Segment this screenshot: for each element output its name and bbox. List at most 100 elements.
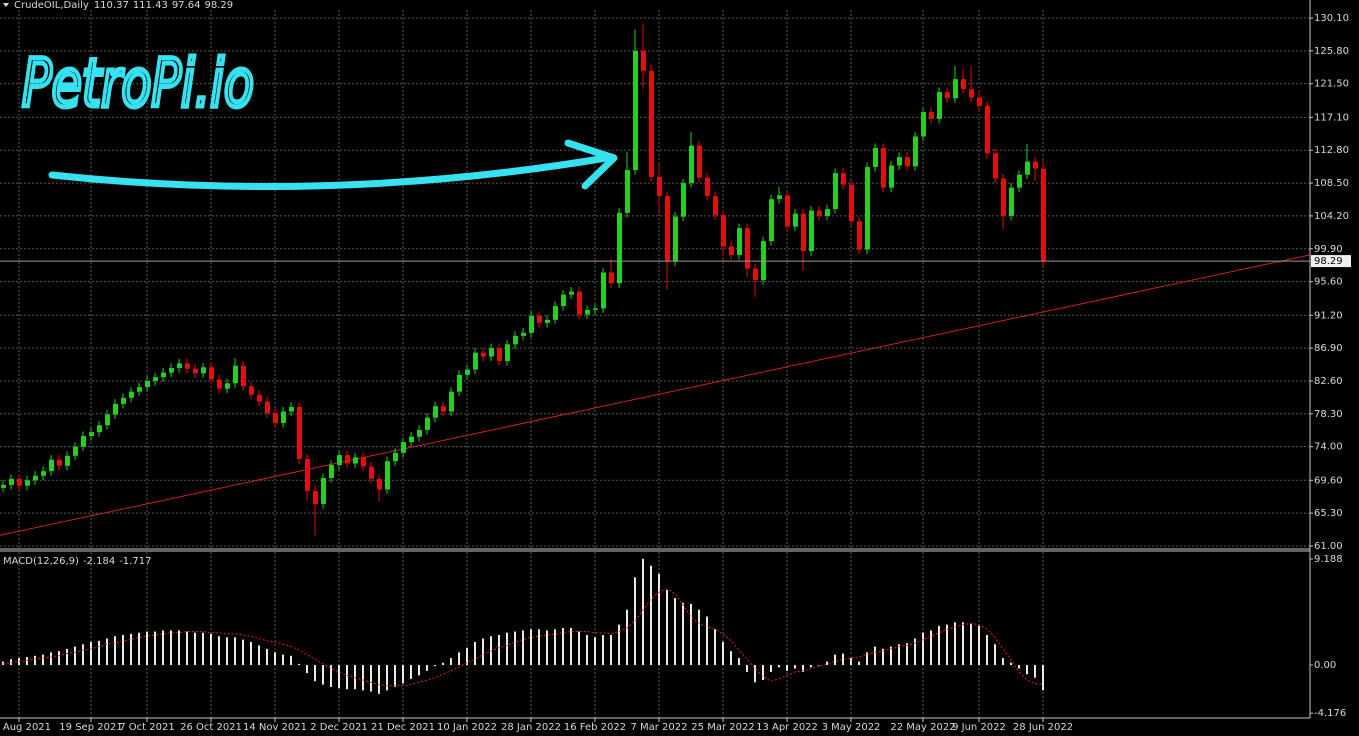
candle-body (377, 478, 382, 490)
candle-body (561, 294, 566, 307)
macd-bar (722, 641, 724, 666)
x-tick-label: 14 Nov 2021 (243, 722, 307, 733)
macd-bar (570, 628, 572, 666)
candle-body (833, 173, 838, 210)
macd-bar (738, 658, 740, 666)
candle-body (9, 478, 14, 485)
macd-bar (10, 659, 12, 666)
macd-bar (122, 635, 124, 666)
candle-body (529, 316, 534, 333)
macd-bar (378, 665, 380, 694)
macd-label: MACD(12,26,9) (3, 556, 79, 567)
candle-body (889, 165, 894, 188)
macd-bar (506, 632, 508, 666)
chart-header: CrudeOIL,Daily 110.37 111.43 97.64 98.29 (14, 0, 233, 11)
macd-bar (882, 648, 884, 666)
macd-bar (362, 665, 364, 691)
x-tick-label: 21 Dec 2021 (371, 722, 435, 733)
candle-body (697, 145, 702, 178)
macd-bar (346, 665, 348, 690)
macd-bar (266, 648, 268, 666)
macd-bar (906, 643, 908, 666)
macd-y-tick-label: 0.00 (1314, 660, 1336, 671)
candle-body (153, 377, 158, 381)
macd-bar (370, 665, 372, 692)
candle-body (569, 291, 574, 295)
macd-bar (274, 652, 276, 666)
macd-bar (1002, 658, 1004, 666)
candle-body (625, 170, 630, 213)
macd-bar (530, 629, 532, 666)
y-tick-label: 95.60 (1314, 277, 1343, 288)
y-tick-label: 86.90 (1314, 343, 1343, 354)
macd-bar (1042, 665, 1044, 691)
candle-body (273, 413, 278, 423)
macd-bar (26, 656, 28, 666)
y-tick-label: 121.50 (1314, 79, 1349, 90)
macd-bar (930, 630, 932, 666)
macd-bar (306, 665, 308, 674)
candle-body (689, 145, 694, 184)
candle-body (1041, 168, 1046, 262)
y-tick-label: 69.60 (1314, 475, 1343, 486)
candle-body (1033, 161, 1038, 169)
macd-bar (914, 638, 916, 666)
macd-bar (770, 665, 772, 672)
candle-body (609, 272, 614, 284)
candle-body (289, 406, 294, 412)
macd-bar (162, 630, 164, 666)
candle-body (1017, 174, 1022, 188)
candle-body (881, 147, 886, 188)
candle-body (73, 446, 78, 456)
candle-body (1009, 187, 1014, 216)
macd-bar (442, 662, 444, 666)
candle-body (937, 92, 942, 119)
macd-bar (946, 624, 948, 666)
x-tick-label: 25 Mar 2022 (691, 722, 754, 733)
macd-bar (634, 577, 636, 666)
header-high: 111.43 (133, 0, 168, 11)
candle-body (857, 221, 862, 250)
candle-body (105, 414, 110, 426)
macd-bar (90, 641, 92, 666)
candle-body (913, 136, 918, 167)
y-tick-label: 99.90 (1314, 244, 1343, 255)
macd-bar (594, 637, 596, 666)
macd-bar (802, 665, 804, 672)
candle-body (657, 176, 662, 197)
macd-bar (754, 665, 756, 683)
x-tick-label: 7 Mar 2022 (630, 722, 687, 733)
candle-body (193, 368, 198, 374)
macd-bar (130, 633, 132, 666)
trendline (0, 254, 1311, 536)
candle-body (673, 216, 678, 262)
candle-body (729, 246, 734, 255)
candle-body (145, 380, 150, 388)
candle-body (1025, 161, 1030, 175)
x-tick-label: 26 Oct 2021 (180, 722, 242, 733)
x-tick-label: 16 Feb 2022 (564, 722, 626, 733)
macd-bar (186, 631, 188, 666)
macd-bar (1010, 662, 1012, 666)
macd-bar (322, 665, 324, 685)
candle-body (593, 308, 598, 310)
macd-bar (874, 646, 876, 666)
candle-body (617, 212, 622, 284)
candle-body (17, 478, 22, 486)
candle-body (1, 484, 6, 488)
y-tick-label: 117.10 (1314, 112, 1349, 123)
y-tick-label: 91.20 (1314, 310, 1343, 321)
candle-body (81, 435, 86, 447)
macd-bar (498, 635, 500, 666)
x-tick-label: 28 Jun 2022 (1013, 722, 1073, 733)
candle-body (737, 228, 742, 255)
macd-bar (330, 665, 332, 687)
macd-bar (762, 665, 764, 681)
macd-bar (962, 622, 964, 666)
candle-body (361, 457, 366, 467)
candle-body (705, 177, 710, 197)
macd-bar (210, 633, 212, 666)
macd-bar (562, 628, 564, 666)
